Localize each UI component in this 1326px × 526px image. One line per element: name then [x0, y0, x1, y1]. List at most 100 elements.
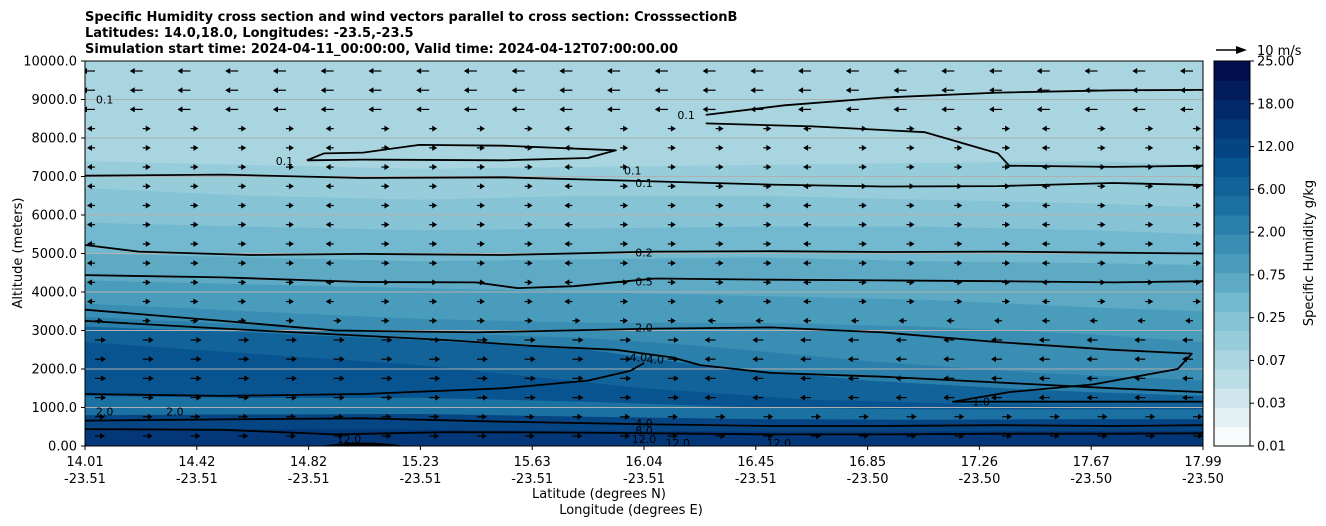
wind-vector-head [670, 317, 676, 324]
wind-vector-head [1150, 433, 1156, 439]
wind-vector-head [384, 298, 390, 305]
wind-vector-head [177, 68, 183, 74]
wind-vector-head [895, 356, 901, 363]
wind-vector-head [941, 106, 947, 113]
wind-vector-head [564, 164, 570, 171]
colorbar-swatch [1214, 311, 1250, 331]
wind-vector-head [241, 164, 247, 171]
colorbar-swatch [1214, 292, 1250, 312]
wind-vector-head [957, 144, 963, 151]
wind-vector-head [145, 144, 151, 151]
wind-vector-head [288, 240, 294, 247]
wind-vector-head [101, 375, 106, 382]
wind-vector-head [564, 279, 570, 286]
wind-vector-head [195, 413, 201, 420]
wind-vector-head [325, 221, 331, 228]
wind-vector-head [670, 144, 676, 151]
wind-vector-head [288, 279, 294, 286]
wind-vector-head [1086, 375, 1092, 382]
x-tick-label-lon: -23.51 [64, 472, 106, 487]
contour-line-0.1 [705, 122, 1203, 168]
wind-vector-head [479, 260, 485, 267]
wind-vector-head [625, 413, 631, 420]
wind-vector-head [702, 106, 708, 113]
wind-vector-head [673, 375, 679, 382]
colorbar-tick-label: 0.03 [1257, 397, 1286, 412]
wind-vector-head [288, 144, 294, 151]
wind-vector-head [752, 375, 758, 382]
wind-vector-head [718, 144, 724, 151]
wind-vector-head [670, 221, 676, 228]
wind-vector-head [766, 221, 772, 228]
wind-vector-head [1196, 240, 1201, 247]
gridlines [85, 99, 1203, 408]
colorbar-swatch [1214, 407, 1250, 428]
wind-vector-head [911, 413, 917, 420]
wind-vector-head [718, 125, 724, 132]
wind-vector-head [145, 125, 151, 132]
wind-vector-head [288, 260, 294, 267]
wind-vector-head [1148, 298, 1154, 305]
wind-vector-head [847, 375, 853, 382]
wind-vector-head [564, 183, 570, 190]
wind-vector-head [148, 336, 154, 343]
wind-vector-head [87, 125, 92, 132]
wind-vector-head [1134, 336, 1140, 343]
wind-vector-head [432, 298, 438, 305]
wind-vector-head [1005, 144, 1011, 151]
contour-label: 2.0 [166, 405, 184, 418]
wind-vector-head [1196, 260, 1201, 267]
wind-vector-head [909, 221, 915, 228]
contour-label: 8.0 [635, 425, 653, 438]
wind-vector-head [511, 87, 517, 94]
title-line-1: Specific Humidity cross section and wind… [85, 10, 737, 25]
wind-vector-head [479, 125, 485, 132]
wind-vector-head [145, 202, 151, 209]
wind-vector-head [432, 317, 438, 324]
wind-vector-head [225, 106, 231, 113]
wind-vector-head [845, 68, 851, 74]
wind-vector-head [1100, 144, 1106, 151]
contour-line-0.2 [85, 244, 1203, 256]
wind-vector-head [87, 144, 92, 151]
wind-vector-head [432, 183, 438, 190]
wind-vector-head [718, 164, 724, 171]
wind-vector-head [943, 356, 949, 363]
wind-vector-head [752, 394, 758, 401]
wind-vector-head [1185, 317, 1190, 324]
x-tick-label-lon: -23.51 [288, 472, 330, 487]
wind-vector-head [288, 125, 294, 132]
wind-vector-head [673, 336, 679, 343]
wind-vector-head [991, 394, 997, 401]
wind-vector-head [800, 375, 806, 382]
wind-vector-head [272, 106, 278, 113]
colorbar-tick-label: 6.00 [1257, 183, 1286, 198]
wind-vector-head [1041, 202, 1047, 209]
contour-line-0.1 [85, 173, 1203, 188]
wind-vector-head [720, 413, 726, 420]
wind-vector-head [527, 298, 533, 305]
wind-vector-head [87, 164, 92, 171]
wind-vector-head [991, 375, 997, 382]
wind-vector-head [100, 413, 105, 420]
wind-vector-head [241, 202, 247, 209]
wind-vector-head [994, 317, 1000, 324]
wind-vector-head [145, 240, 151, 247]
wind-vector-head [623, 183, 629, 190]
wind-vector-head [195, 433, 201, 439]
wind-vector-head [145, 279, 151, 286]
wind-vector-head [623, 202, 629, 209]
wind-vector-head [384, 221, 390, 228]
wind-vector-head [704, 356, 710, 363]
x-tick-label-lon: -23.50 [847, 472, 889, 487]
humidity-fill-layers [85, 61, 1203, 446]
x-tick-label-lon: -23.51 [623, 472, 665, 487]
wind-vector-head [101, 356, 106, 363]
wind-vector-head [87, 279, 92, 286]
wind-vector-head [670, 279, 676, 286]
colorbar-swatch [1214, 234, 1250, 254]
wind-vector-head [384, 240, 390, 247]
wind-vector-head [434, 433, 440, 439]
contour-labels: 0.10.10.10.10.10.20.52.04.0 4.01.02.02.04… [96, 94, 990, 447]
wind-vector-head [752, 336, 758, 343]
